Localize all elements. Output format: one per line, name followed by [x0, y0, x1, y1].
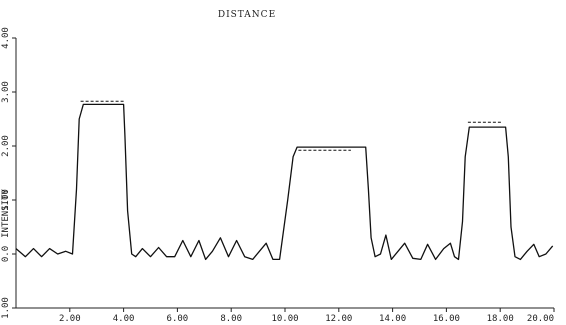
x-tick-label: 18.00: [487, 314, 514, 324]
x-axis-ticks: 2.00 4.00 6.00 8.00 10.00 12.00 14.00 16.00 18.0…: [59, 308, 555, 324]
x-tick-label: 12.00: [325, 314, 352, 324]
y-tick-label: 0.0: [1, 246, 11, 262]
x-tick-label: 6.00: [167, 314, 189, 324]
series-group: [15, 100, 554, 261]
y-tick-label: 4.00: [1, 27, 11, 49]
y-axis-ticks: 1.00 0.0 1.00 2.00 3.00 4.00: [1, 27, 16, 319]
x-tick-label: 8.00: [220, 314, 242, 324]
x-tick-label: 2.00: [59, 314, 81, 324]
x-tick-label: 14.00: [379, 314, 406, 324]
x-tick-label: 16.00: [433, 314, 460, 324]
x-tick-label: 4.00: [113, 314, 135, 324]
y-tick-label: 3.00: [1, 81, 11, 103]
intensity-profile-line: [15, 103, 554, 261]
y-tick-label: 2.00: [1, 135, 11, 157]
y-tick-label: 1.00: [1, 189, 11, 211]
chart-title: DISTANCE: [218, 10, 276, 20]
y-tick-label: 1.00: [1, 297, 11, 319]
x-tick-label: 20.00: [527, 314, 554, 324]
x-tick-label: 10.00: [271, 314, 298, 324]
y-axis-label: INTENSITY: [1, 189, 11, 238]
